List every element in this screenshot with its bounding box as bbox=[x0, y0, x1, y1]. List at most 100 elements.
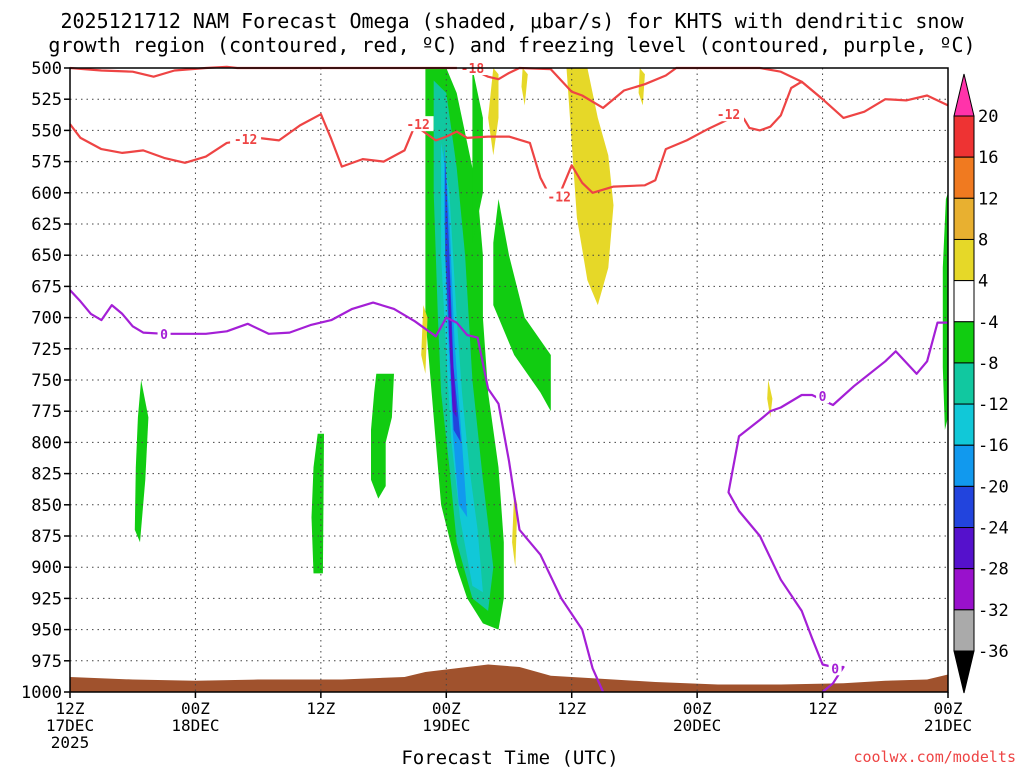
ytick-label-625: 625 bbox=[31, 215, 62, 235]
xtick-label-12-2: 18DEC bbox=[171, 716, 219, 735]
y-axis-ticks: 500 525 550 575 600 625 650 675 700 725 750 775 800 8… bbox=[21, 59, 70, 703]
xtick-label-48-1: 12Z bbox=[557, 699, 586, 718]
xtick-label-72-1: 12Z bbox=[808, 699, 837, 718]
xtick-label-84-1: 00Z bbox=[934, 699, 963, 718]
label-zero-b: 0 bbox=[819, 390, 827, 405]
colorbar-bottom-arrow bbox=[953, 650, 975, 694]
colorbar-swatch-8 bbox=[953, 403, 975, 446]
label-zero-c-bg bbox=[828, 660, 842, 676]
ytick-label-900: 900 bbox=[31, 558, 62, 578]
colorbar-swatch-9 bbox=[953, 444, 975, 487]
label-minus12-b: -12 bbox=[406, 118, 429, 133]
xtick-label-84-2: 21DEC bbox=[924, 716, 972, 735]
label-minus12-a: -12 bbox=[234, 133, 257, 148]
ytick-label-850: 850 bbox=[31, 496, 62, 516]
colorbar-label-1: 16 bbox=[978, 148, 998, 168]
colorbar-label-0: 20 bbox=[978, 107, 998, 127]
colorbar-label-9: -20 bbox=[978, 477, 1009, 497]
omega-cell-green-1 bbox=[134, 380, 149, 543]
ytick-label-800: 800 bbox=[31, 433, 62, 453]
ytick-label-950: 950 bbox=[31, 621, 62, 641]
label-zero-a-bg bbox=[157, 325, 171, 341]
colorbar-swatch-3 bbox=[953, 197, 975, 240]
ytick-label-775: 775 bbox=[31, 402, 62, 422]
colorbar-swatch-4 bbox=[953, 238, 975, 282]
colorbar-label-3: 8 bbox=[978, 230, 988, 250]
colorbar-swatch-10 bbox=[953, 485, 975, 529]
colorbar-swatch-11 bbox=[953, 527, 975, 570]
xtick-label-24-1: 12Z bbox=[306, 699, 335, 718]
omega-core-purple bbox=[448, 255, 457, 418]
xtick-label-60-2: 20DEC bbox=[673, 716, 721, 735]
colorbar-swatch-5 bbox=[953, 280, 975, 323]
credit-text: coolwx.com/modelts bbox=[853, 748, 1016, 766]
omega-core-blue bbox=[444, 142, 468, 518]
contour-lines: -18 -12 -12 -12 -12 0 0 0 bbox=[69, 60, 949, 693]
colorbar-swatch-13 bbox=[953, 609, 975, 652]
xtick-label-0-3: 2025 bbox=[51, 733, 90, 752]
descent-yellow-6 bbox=[767, 380, 773, 418]
chart-title-line2: growth region (contoured, red, ºC) and f… bbox=[48, 33, 975, 57]
ytick-label-650: 650 bbox=[31, 246, 62, 266]
ytick-label-500: 500 bbox=[31, 59, 62, 79]
terrain-surface bbox=[70, 664, 948, 692]
omega-streak-green-right bbox=[493, 199, 551, 412]
label-minus12-d: -12 bbox=[717, 108, 740, 123]
x-axis-label: Forecast Time (UTC) bbox=[401, 747, 618, 768]
ytick-label-875: 875 bbox=[31, 527, 62, 547]
label-minus12-a-bg bbox=[230, 131, 262, 147]
omega-streak-green-upper bbox=[472, 68, 483, 243]
colorbar-label-7: -12 bbox=[978, 395, 1009, 415]
descent-yellow-main bbox=[566, 68, 614, 306]
xtick-label-0-1: 12Z bbox=[56, 699, 85, 718]
ytick-label-750: 750 bbox=[31, 371, 62, 391]
ytick-label-600: 600 bbox=[31, 184, 62, 204]
ytick-label-725: 725 bbox=[31, 340, 62, 360]
colorbar-label-8: -16 bbox=[978, 436, 1009, 456]
omega-cell-green-3 bbox=[371, 373, 394, 499]
colorbar-swatch-1 bbox=[953, 115, 975, 158]
omega-cell-green-2 bbox=[311, 433, 324, 574]
colorbar-top-arrow bbox=[953, 73, 975, 117]
grid-lines bbox=[70, 68, 948, 692]
colorbar-swatch-12 bbox=[953, 568, 975, 611]
ytick-label-1000: 1000 bbox=[21, 683, 62, 703]
label-minus18: -18 bbox=[461, 62, 485, 77]
colorbar-label-11: -28 bbox=[978, 560, 1009, 580]
descent-yellow-1 bbox=[488, 68, 499, 156]
label-zero-c: 0 bbox=[831, 662, 839, 677]
label-minus12-b-bg bbox=[402, 116, 434, 132]
xtick-label-36-1: 00Z bbox=[432, 699, 461, 718]
colorbar-label-4: 4 bbox=[978, 272, 988, 292]
ytick-label-825: 825 bbox=[31, 465, 62, 485]
omega-shading bbox=[70, 68, 948, 692]
colorbar-swatch-6 bbox=[953, 321, 975, 364]
ytick-label-525: 525 bbox=[31, 90, 62, 110]
contour-2 bbox=[69, 289, 605, 693]
contour-3 bbox=[727, 321, 948, 693]
xtick-label-60-1: 00Z bbox=[683, 699, 712, 718]
descent-yellow-2 bbox=[521, 68, 528, 106]
colorbar: 20 16 12 8 4 -4 -8 -12 -16 -20 -24 -28 -32 -36 bbox=[953, 73, 1009, 694]
label-minus12-d-bg bbox=[713, 106, 744, 122]
colorbar-swatch-7 bbox=[953, 362, 975, 405]
colorbar-label-12: -32 bbox=[978, 601, 1009, 621]
colorbar-swatch-2 bbox=[953, 156, 975, 199]
xtick-label-36-2: 19DEC bbox=[422, 716, 470, 735]
ytick-label-975: 975 bbox=[31, 652, 62, 672]
chart-title-line1: 2025121712 NAM Forecast Omega (shaded, μ… bbox=[60, 9, 964, 33]
label-minus12-c-bg bbox=[543, 188, 575, 204]
omega-cell-green-edge bbox=[942, 192, 948, 430]
xtick-label-0-2: 17DEC bbox=[46, 716, 94, 735]
colorbar-label-13: -36 bbox=[978, 642, 1009, 662]
colorbar-label-2: 12 bbox=[978, 189, 998, 209]
xtick-label-12-1: 00Z bbox=[181, 699, 210, 718]
plot-background bbox=[70, 68, 948, 692]
ytick-label-675: 675 bbox=[31, 277, 62, 297]
ytick-label-550: 550 bbox=[31, 121, 62, 141]
colorbar-label-5: -4 bbox=[978, 313, 998, 333]
omega-core-cyan bbox=[441, 142, 483, 593]
colorbar-label-10: -24 bbox=[978, 519, 1009, 539]
ytick-label-925: 925 bbox=[31, 589, 62, 609]
